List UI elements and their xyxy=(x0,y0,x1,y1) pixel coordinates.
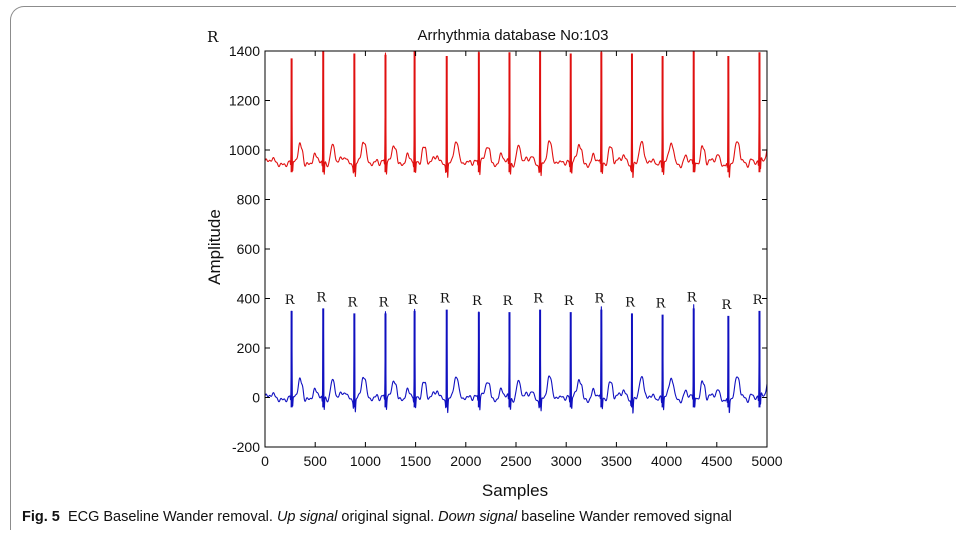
figure-caption: Fig. 5 ECG Baseline Wander removal. Up s… xyxy=(22,509,952,525)
x-tick-label: 4000 xyxy=(651,453,682,469)
r-peak-label: R xyxy=(440,292,451,307)
caption-text-2: original signal. xyxy=(337,509,439,525)
x-axis-title: Samples xyxy=(482,481,548,500)
x-tick-label: 3000 xyxy=(551,453,582,469)
x-tick-label: 2000 xyxy=(450,453,481,469)
y-tick-label: 800 xyxy=(237,192,261,208)
r-peak-label: R xyxy=(594,292,605,307)
x-tick-label: 0 xyxy=(261,453,269,469)
r-peak-label: R xyxy=(533,292,544,307)
y-tick-label: 0 xyxy=(252,390,260,406)
y-tick-label: 200 xyxy=(237,340,261,356)
y-tick-label: 600 xyxy=(237,241,261,257)
r-peak-label: R xyxy=(379,295,390,310)
r-peak-label: R xyxy=(721,298,732,313)
r-peak-label: R xyxy=(472,294,483,309)
x-tick-label: 5000 xyxy=(751,453,782,469)
x-tick-label: 4500 xyxy=(701,453,732,469)
caption-italic-1: Up signal xyxy=(276,509,338,525)
y-tick-label: 1400 xyxy=(229,43,260,59)
y-tick-label: 400 xyxy=(237,291,261,307)
x-tick-label: 1000 xyxy=(350,453,381,469)
r-peak-label: R xyxy=(316,290,327,305)
r-peak-label: R xyxy=(408,293,419,308)
x-tick-label: 1500 xyxy=(400,453,431,469)
r-peak-label: R xyxy=(503,294,514,309)
r-peak-label: R xyxy=(285,293,296,308)
r-peak-label: R xyxy=(687,290,698,305)
r-peak-label: R xyxy=(625,295,636,310)
r-peak-label: R xyxy=(564,294,575,309)
y-tick-label: 1000 xyxy=(229,142,260,158)
r-peak-label: R xyxy=(753,293,764,308)
signal-series-1 xyxy=(264,304,768,414)
x-tick-label: 500 xyxy=(304,453,328,469)
tick-layer: 0 500 1000 1500 2000 2500 3000 3500 4000 4500 5000… xyxy=(229,43,783,469)
caption-text-1: ECG Baseline Wander removal. xyxy=(67,509,277,525)
caption-italic-2: Down signal xyxy=(438,509,518,525)
ecg-chart: Arrhythmia database No:103 R Amplitude S… xyxy=(205,27,783,500)
caption-text-3: baseline Wander removed signal xyxy=(517,509,732,525)
signal-layer xyxy=(264,50,768,414)
chart-title: Arrhythmia database No:103 xyxy=(418,27,609,44)
x-tick-label: 2500 xyxy=(500,453,531,469)
signal-series-0 xyxy=(264,50,768,179)
r-peak-label: R xyxy=(656,297,667,312)
y-tick-label: -200 xyxy=(232,439,260,455)
r-peak-label: R xyxy=(347,295,358,310)
y-tick-label: 1200 xyxy=(229,93,260,109)
figure-number: Fig. 5 xyxy=(22,509,60,525)
corner-r-label: R xyxy=(207,28,219,46)
figure-frame xyxy=(10,6,956,530)
plot-area-border xyxy=(264,50,768,448)
x-tick-label: 3500 xyxy=(601,453,632,469)
y-axis-title: Amplitude xyxy=(205,209,224,285)
